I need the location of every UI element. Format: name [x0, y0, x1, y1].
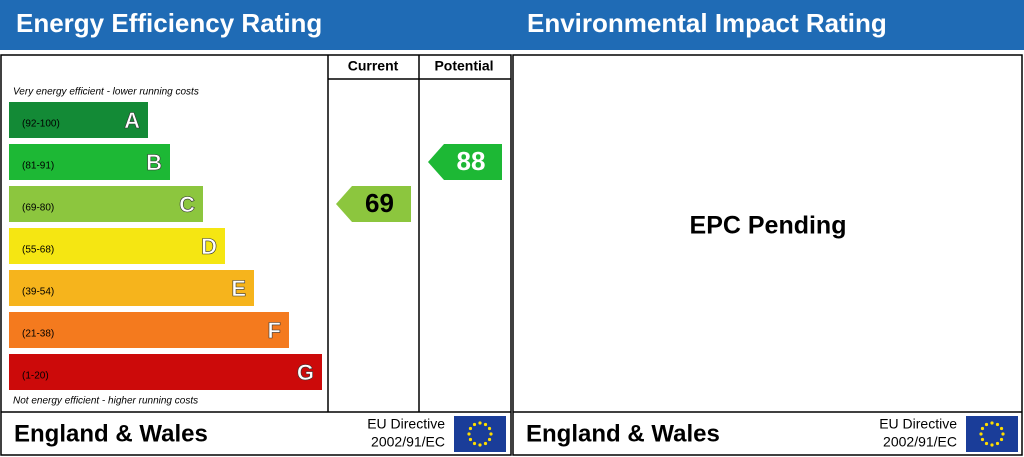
directive-code: 2002/91/EC — [371, 434, 445, 450]
eu-star — [999, 437, 1004, 442]
band-range: (21-38) — [22, 329, 54, 340]
band-range: (55-68) — [22, 245, 54, 256]
eu-star — [483, 441, 488, 446]
eu-star — [467, 432, 471, 436]
rating-band — [9, 312, 289, 348]
bottom-note: Not energy efficient - higher running co… — [13, 396, 198, 407]
eu-star — [468, 437, 473, 442]
frame — [0, 54, 1023, 456]
rating-band — [9, 270, 254, 306]
region: England & Wales — [14, 420, 208, 447]
rating-band — [9, 354, 322, 390]
region: England & Wales — [526, 420, 720, 447]
eu-star — [990, 421, 994, 425]
eu-star — [468, 426, 473, 431]
top-note: Very energy efficient - lower running co… — [13, 87, 199, 98]
eu-flag — [454, 416, 506, 452]
eu-star — [995, 422, 1000, 427]
band-range: (81-91) — [22, 161, 54, 172]
header-bar — [0, 0, 1024, 50]
band-letter: E — [231, 276, 246, 301]
eu-star — [489, 432, 493, 436]
rating-band — [9, 102, 148, 138]
eu-star — [984, 441, 989, 446]
band-range: (92-100) — [22, 119, 60, 130]
band-letter: B — [146, 150, 162, 175]
rating-band — [9, 186, 203, 222]
band-range: (39-54) — [22, 287, 54, 298]
eu-star — [487, 426, 492, 431]
directive-code: 2002/91/EC — [883, 434, 957, 450]
eu-star — [472, 441, 477, 446]
eu-star — [472, 422, 477, 427]
rating-arrow — [428, 144, 502, 180]
band-range: (1-20) — [22, 371, 49, 382]
eu-star — [487, 437, 492, 442]
eu-star — [984, 422, 989, 427]
band-letter: D — [201, 234, 217, 259]
eu-star — [980, 437, 985, 442]
energy-title: Energy Efficiency Rating — [16, 8, 322, 38]
eu-flag — [966, 416, 1018, 452]
column-header: Current — [348, 58, 399, 74]
band-letter: A — [124, 108, 140, 133]
rating-value: 69 — [365, 188, 394, 218]
band-letter: F — [268, 318, 281, 343]
rating-arrow — [336, 186, 411, 222]
rating-band — [9, 228, 225, 264]
directive: EU Directive — [879, 416, 957, 432]
eu-star — [1001, 432, 1005, 436]
environment-title: Environmental Impact Rating — [527, 8, 887, 38]
eu-star — [483, 422, 488, 427]
rating-band — [9, 144, 170, 180]
band-range: (69-80) — [22, 203, 54, 214]
directive: EU Directive — [367, 416, 445, 432]
column-header: Potential — [434, 58, 493, 74]
eu-star — [995, 441, 1000, 446]
eu-star — [990, 443, 994, 447]
eu-star — [478, 421, 482, 425]
band-letter: G — [297, 360, 314, 385]
eu-star — [999, 426, 1004, 431]
band-letter: C — [179, 192, 195, 217]
rating-value: 88 — [457, 146, 486, 176]
eu-star — [478, 443, 482, 447]
eu-star — [979, 432, 983, 436]
status: EPC Pending — [690, 212, 847, 240]
eu-star — [980, 426, 985, 431]
